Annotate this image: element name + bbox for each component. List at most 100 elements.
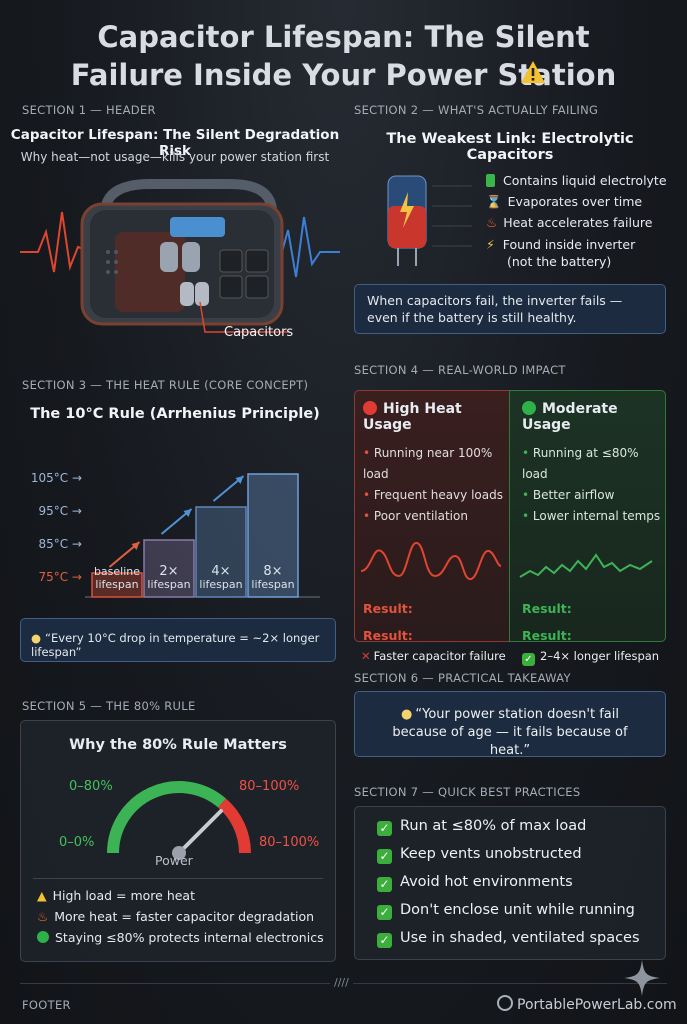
hourglass-icon: ⌛ xyxy=(486,194,502,209)
check-icon: ✓ xyxy=(377,933,392,948)
section5-label: SECTION 5 — THE 80% RULE xyxy=(22,699,196,713)
section3-title: The 10°C Rule (Arrhenius Principle) xyxy=(30,406,320,422)
list-item: ▲ High load = more heat xyxy=(37,888,195,903)
flame-icon: ♨ xyxy=(486,215,498,230)
section3-label: SECTION 3 — THE HEAT RULE (CORE CONCEPT) xyxy=(22,378,309,392)
x-icon: ✕ xyxy=(361,649,371,663)
trend-arrow-head xyxy=(235,476,244,484)
gauge-right-upper: 80–100% xyxy=(239,779,300,794)
bar-label: lifespan xyxy=(251,578,294,591)
bar xyxy=(195,506,247,598)
gauge-needle xyxy=(177,809,223,855)
bar-label: 2× xyxy=(159,564,178,579)
lightbulb-icon: ● xyxy=(401,707,413,722)
y-tick-label: 105°C → xyxy=(31,471,82,485)
moderate-result-label-2: Result: xyxy=(522,628,572,643)
bar-label: baseline xyxy=(94,565,140,578)
section6-label: SECTION 6 — PRACTICAL TAKEAWAY xyxy=(354,671,571,685)
link-icon xyxy=(497,995,513,1011)
power-gauge xyxy=(107,781,251,860)
section1-subtitle: Why heat—not usage—kills your power stat… xyxy=(20,150,330,164)
section2-title: The Weakest Link: Electrolytic Capacitor… xyxy=(386,131,634,163)
gauge-caption: Power xyxy=(155,853,193,868)
section2-list: Contains liquid electrolyte ⌛ Evaporates … xyxy=(486,170,667,270)
sparkle-icon xyxy=(624,960,660,996)
bar-label: lifespan xyxy=(147,578,190,591)
list-item: • Better airflow xyxy=(522,488,615,502)
warning-icon: ▲ xyxy=(37,888,47,903)
moderate-title: Moderate Usage xyxy=(522,401,618,433)
page-title-text: Capacitor Lifespan: The Silent Failure I… xyxy=(70,20,617,92)
list-item: ⌛ Evaporates over time xyxy=(486,194,643,209)
list-item: • Running near 100% load xyxy=(363,446,493,481)
section5-list: ▲ High load = more heat ♨ More heat = fast… xyxy=(37,885,324,948)
list-item: ♨ More heat = faster capacitor degradatio… xyxy=(37,909,315,924)
page-title: Capacitor Lifespan: The Silent Failure I… xyxy=(0,18,687,94)
list-item: ♨ Heat accelerates failure xyxy=(486,215,653,230)
section5-panel: Why the 80% Rule Matters 0–80% 0–0% 80–1… xyxy=(20,720,336,962)
bar-label: lifespan xyxy=(95,578,138,591)
green-dot-icon xyxy=(37,931,49,943)
section2-note-panel: When capacitors fail, the inverter fails… xyxy=(354,284,666,334)
gauge-left-lower: 0–0% xyxy=(59,835,95,850)
list-item: ✓ Avoid hot environments xyxy=(377,874,665,902)
heat-rule-chart: 75°C → baseline lifespan 85°C → 2× lifespan 95… xyxy=(30,440,330,605)
warning-icon xyxy=(521,61,545,83)
section5-title: Why the 80% Rule Matters xyxy=(69,737,287,753)
list-item: • Lower internal temps xyxy=(522,509,661,523)
moderate-result-label: Result: xyxy=(522,601,572,616)
section2-note: When capacitors fail, the inverter fails… xyxy=(367,293,623,325)
divider xyxy=(33,878,323,879)
capacitors-callout: Capacitors xyxy=(224,325,294,340)
list-item: Staying ≤80% protects internal electroni… xyxy=(37,927,324,948)
y-tick-label: 75°C → xyxy=(38,570,82,584)
section3-tip-panel: ● “Every 10°C drop in temperature = ~2× l… xyxy=(20,618,336,662)
check-icon: ✓ xyxy=(377,877,392,892)
section4-label: SECTION 4 — REAL-WORLD IMPACT xyxy=(354,363,566,377)
battery-icon xyxy=(486,174,495,187)
list-item: • Frequent heavy loads xyxy=(363,488,503,502)
trend-arrow-head xyxy=(183,509,192,517)
list-item: ✓ Don't enclose unit while running xyxy=(377,902,665,930)
section3-tip: ● “Every 10°C drop in temperature = ~2× l… xyxy=(31,631,320,659)
list-item: ✓ Keep vents unobstructed xyxy=(377,846,665,874)
flame-icon: ♨ xyxy=(37,909,49,924)
bar xyxy=(247,473,299,598)
check-icon: ✓ xyxy=(377,905,392,920)
high-result-label: Result: xyxy=(363,601,413,616)
footer-divider-mark: //// xyxy=(330,976,353,989)
high-heat-panel: High Heat Usage • Running near 100% load… xyxy=(354,390,510,663)
section7-panel: ✓ Run at ≤80% of max load ✓ Keep vents uno… xyxy=(354,806,666,960)
power-station-illustration xyxy=(20,179,340,333)
gauge-right-lower: 80–100% xyxy=(259,835,320,850)
section6-quote: ● “Your power station doesn't fail becaus… xyxy=(392,707,628,758)
footer-label: FOOTER xyxy=(22,998,71,1012)
high-heat-list: • Running near 100% load • Frequent heav… xyxy=(355,433,509,527)
high-heat-waveform xyxy=(360,542,502,580)
check-icon: ✓ xyxy=(377,821,392,836)
high-result-label-2: Result: xyxy=(363,628,413,643)
list-item: • Poor ventilation xyxy=(363,509,468,523)
footer-site[interactable]: PortablePowerLab.com xyxy=(497,995,677,1013)
section6-quote-panel: ● “Your power station doesn't fail becaus… xyxy=(354,691,666,758)
check-icon: ✓ xyxy=(522,653,535,666)
high-heat-title: High Heat Usage xyxy=(363,401,462,433)
green-dot-icon xyxy=(522,401,536,415)
red-dot-icon xyxy=(363,401,377,415)
check-icon: ✓ xyxy=(377,849,392,864)
bar-label: 4× xyxy=(211,564,230,579)
moderate-list: • Running at ≤80% load • Better airflow … xyxy=(510,433,665,527)
y-tick-label: 95°C → xyxy=(38,504,82,518)
moderate-waveform xyxy=(519,553,653,578)
section1-title: Capacitor Lifespan: The Silent Degradati… xyxy=(10,127,340,159)
list-item: ⚡ Found inside inverter (not the battery) xyxy=(486,237,636,269)
bar-label: lifespan xyxy=(199,578,242,591)
section7-label: SECTION 7 — QUICK BEST PRACTICES xyxy=(354,785,581,799)
bolt-icon: ⚡ xyxy=(486,237,495,252)
list-item: ✓ Use in shaded, ventilated spaces xyxy=(377,930,665,958)
best-practices-list: ✓ Run at ≤80% of max load ✓ Keep vents uno… xyxy=(355,807,665,958)
trend-arrow-head xyxy=(131,542,140,550)
gauge-left-upper: 0–80% xyxy=(69,779,113,794)
list-item: • Running at ≤80% load xyxy=(522,446,639,481)
